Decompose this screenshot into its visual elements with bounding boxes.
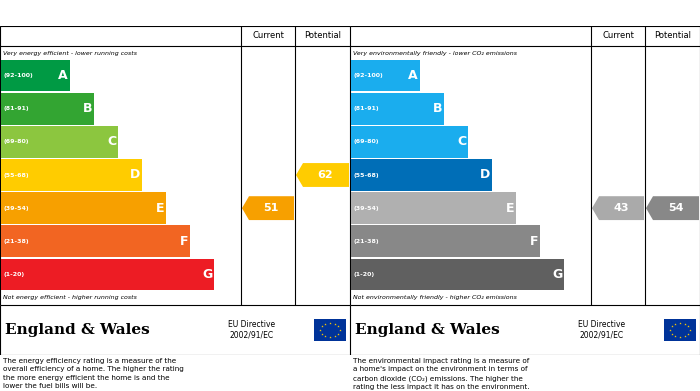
Text: (39-54): (39-54) xyxy=(4,206,29,211)
Text: 51: 51 xyxy=(263,203,279,213)
Text: (92-100): (92-100) xyxy=(4,73,34,78)
Text: Potential: Potential xyxy=(654,32,691,41)
Text: Energy Efficiency Rating: Energy Efficiency Rating xyxy=(7,7,169,20)
Bar xyxy=(351,226,540,257)
Text: England & Wales: England & Wales xyxy=(355,323,500,337)
Text: 62: 62 xyxy=(318,170,333,180)
Text: E: E xyxy=(506,202,514,215)
Text: EU Directive
2002/91/EC: EU Directive 2002/91/EC xyxy=(228,320,276,340)
Text: Potential: Potential xyxy=(304,32,341,41)
Text: The environmental impact rating is a measure of
a home's impact on the environme: The environmental impact rating is a mea… xyxy=(353,358,529,390)
Bar xyxy=(351,159,492,191)
Polygon shape xyxy=(646,196,699,220)
Text: (81-91): (81-91) xyxy=(4,106,29,111)
Bar xyxy=(1,60,70,91)
Bar xyxy=(664,319,696,341)
Text: (55-68): (55-68) xyxy=(354,172,379,178)
Text: Very environmentally friendly - lower CO₂ emissions: Very environmentally friendly - lower CO… xyxy=(353,52,517,57)
Text: C: C xyxy=(457,135,466,148)
Text: (21-38): (21-38) xyxy=(354,239,379,244)
Text: Not environmentally friendly - higher CO₂ emissions: Not environmentally friendly - higher CO… xyxy=(353,294,517,300)
Bar xyxy=(351,60,420,91)
Bar xyxy=(351,192,517,224)
Text: (21-38): (21-38) xyxy=(4,239,29,244)
Text: (1-20): (1-20) xyxy=(354,272,375,277)
Polygon shape xyxy=(592,196,644,220)
Text: D: D xyxy=(130,169,140,181)
Bar xyxy=(1,226,190,257)
Text: 43: 43 xyxy=(613,203,629,213)
Text: C: C xyxy=(107,135,116,148)
Text: Environmental Impact (CO₂) Rating: Environmental Impact (CO₂) Rating xyxy=(357,7,589,20)
Bar xyxy=(1,126,118,158)
Bar xyxy=(314,319,346,341)
Text: F: F xyxy=(530,235,538,248)
Bar xyxy=(1,93,94,125)
Text: Current: Current xyxy=(602,32,634,41)
Text: A: A xyxy=(408,69,418,82)
Text: Very energy efficient - lower running costs: Very energy efficient - lower running co… xyxy=(3,52,137,57)
Text: 54: 54 xyxy=(668,203,683,213)
Text: (69-80): (69-80) xyxy=(354,139,379,144)
Text: G: G xyxy=(202,268,213,281)
Text: D: D xyxy=(480,169,490,181)
Bar xyxy=(351,258,564,290)
Bar xyxy=(1,159,142,191)
Text: G: G xyxy=(552,268,563,281)
Text: (69-80): (69-80) xyxy=(4,139,29,144)
Text: (81-91): (81-91) xyxy=(354,106,379,111)
Bar xyxy=(351,126,468,158)
Text: Not energy efficient - higher running costs: Not energy efficient - higher running co… xyxy=(3,294,137,300)
Text: (92-100): (92-100) xyxy=(354,73,384,78)
Polygon shape xyxy=(242,196,294,220)
Text: (55-68): (55-68) xyxy=(4,172,29,178)
Polygon shape xyxy=(296,163,349,187)
Bar xyxy=(351,93,444,125)
Text: The energy efficiency rating is a measure of the
overall efficiency of a home. T: The energy efficiency rating is a measur… xyxy=(3,358,184,389)
Text: B: B xyxy=(83,102,92,115)
Text: (39-54): (39-54) xyxy=(354,206,379,211)
Text: E: E xyxy=(156,202,164,215)
Text: EU Directive
2002/91/EC: EU Directive 2002/91/EC xyxy=(578,320,626,340)
Text: (1-20): (1-20) xyxy=(4,272,25,277)
Bar xyxy=(1,192,167,224)
Bar xyxy=(1,258,214,290)
Text: F: F xyxy=(180,235,188,248)
Text: England & Wales: England & Wales xyxy=(5,323,150,337)
Text: Current: Current xyxy=(252,32,284,41)
Text: A: A xyxy=(58,69,68,82)
Text: B: B xyxy=(433,102,442,115)
